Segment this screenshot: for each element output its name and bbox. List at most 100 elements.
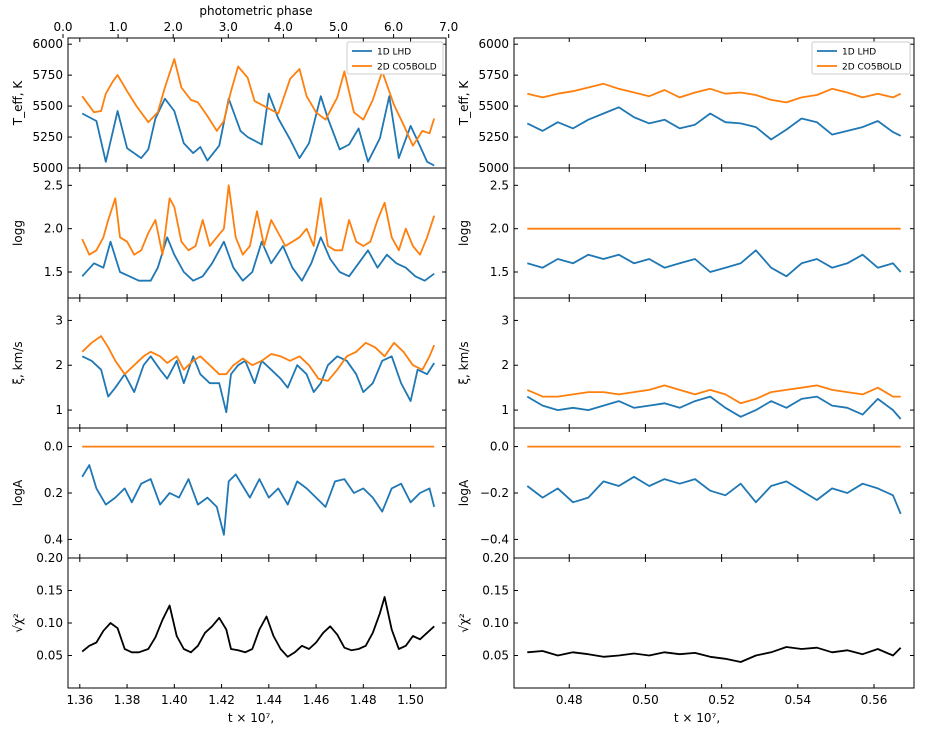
top-axis-label: photometric phase xyxy=(199,4,312,18)
panel-chi-left: 0.05 0.10 0.15 0.20 1.36 1.38 1.40 1.42 1.44 1.46… xyxy=(11,551,447,707)
y-axis-label: logA xyxy=(11,479,25,506)
y-tick-label: 0.05 xyxy=(36,649,63,663)
y-tick-label: 0.4 xyxy=(44,532,63,546)
y-tick-label: 2.5 xyxy=(490,178,509,192)
phase-axis: 0.0 1.0 2.0 3.0 4.0 5.0 6.0 7.0 xyxy=(53,20,458,38)
panel-logA-left: 0.0 0.2 0.4 logA xyxy=(11,427,447,559)
x-tick-label: 1.46 xyxy=(303,693,330,707)
y-tick-label: 5000 xyxy=(32,161,63,175)
y-tick-label: 0.2 xyxy=(44,486,63,500)
series-line-co5bold xyxy=(527,82,902,104)
panel-xi-left: 1 2 3 ξ, km/s xyxy=(11,297,447,429)
y-axis-label: √χ² xyxy=(11,613,25,633)
panel-logg-right: 1.5 2.0 2.5 logg xyxy=(457,167,915,299)
series-line-chi xyxy=(527,646,902,663)
phase-tick-label: 0.0 xyxy=(53,20,72,34)
x-tick-label: 1.42 xyxy=(208,693,235,707)
y-tick-label: 5500 xyxy=(478,99,509,113)
series-line-lhd xyxy=(81,236,435,282)
y-tick-label: 0.15 xyxy=(36,584,63,598)
y-tick-label: −0.4 xyxy=(480,532,509,546)
y-tick-label: 6000 xyxy=(478,37,509,51)
y-tick-label: 1.5 xyxy=(490,265,509,279)
series-line-lhd xyxy=(526,395,902,420)
series-group xyxy=(527,227,902,278)
y-tick-label: 2.5 xyxy=(44,178,63,192)
series-group xyxy=(526,384,902,420)
y-tick-label: 3 xyxy=(501,313,509,327)
series-line-lhd xyxy=(526,106,902,141)
y-tick-label: 1 xyxy=(55,403,63,417)
phase-tick-label: 7.0 xyxy=(439,20,458,34)
axes-frame xyxy=(513,557,915,689)
series-line-lhd xyxy=(527,249,902,278)
phase-tick-label: 1.0 xyxy=(109,20,128,34)
y-tick-label: 2.0 xyxy=(44,222,63,236)
series-group xyxy=(81,335,436,414)
legend-right: 1D LHD 2D CO5BOLD xyxy=(811,41,911,75)
series-group xyxy=(526,82,902,141)
series-line-lhd xyxy=(81,464,436,536)
axes-frame xyxy=(67,167,447,299)
legend-label: 2D CO5BOLD xyxy=(377,63,437,73)
y-axis-label: ξ, km/s xyxy=(457,341,471,384)
series-line-lhd xyxy=(81,355,435,414)
x-tick-label: 0.54 xyxy=(784,693,811,707)
y-tick-label: 0.05 xyxy=(482,649,509,663)
y-tick-label: 5500 xyxy=(32,99,63,113)
y-tick-label: 0.0 xyxy=(490,440,509,454)
y-axis-label: logg xyxy=(11,220,25,246)
y-axis-label: √χ² xyxy=(457,613,471,633)
x-tick-label: 1.40 xyxy=(161,693,188,707)
y-tick-label: 0.0 xyxy=(44,440,63,454)
series-group xyxy=(526,445,902,515)
y-tick-label: 5250 xyxy=(478,130,509,144)
x-tick-label: 0.52 xyxy=(708,693,735,707)
panel-chi-right: 0.05 0.10 0.15 0.20 0.48 0.50 0.52 0.54 0.56 √χ² xyxy=(457,551,915,707)
legend-label: 2D CO5BOLD xyxy=(842,63,902,73)
y-tick-label: 3 xyxy=(55,313,63,327)
panel-logg-left: 1.5 2.0 2.5 logg xyxy=(11,167,447,299)
y-tick-label: 0.15 xyxy=(482,584,509,598)
y-tick-label: 1 xyxy=(501,403,509,417)
x-tick-label: 1.38 xyxy=(114,693,141,707)
y-axis-label: T_eff, K xyxy=(11,80,25,127)
x-axis-label-left: t × 10⁷, xyxy=(228,711,274,725)
series-line-co5bold xyxy=(526,384,901,405)
axes-frame xyxy=(513,167,915,299)
x-tick-label: 1.50 xyxy=(397,693,424,707)
y-tick-label: 5250 xyxy=(32,130,63,144)
y-axis-label: T_eff, K xyxy=(457,80,471,127)
axes-frame xyxy=(67,557,447,689)
y-tick-label: 0.20 xyxy=(482,551,509,565)
legend-label: 1D LHD xyxy=(842,48,876,58)
series-group xyxy=(81,184,436,282)
x-tick-label: 0.50 xyxy=(632,693,659,707)
panel-logA-right: 0.0 −0.2 −0.4 logA xyxy=(457,427,915,559)
series-line-co5bold xyxy=(81,335,436,382)
phase-tick-label: 6.0 xyxy=(384,20,403,34)
series-line-lhd xyxy=(81,92,435,167)
y-tick-label: 5750 xyxy=(32,68,63,82)
x-tick-label: 0.56 xyxy=(861,693,888,707)
legend-label: 1D LHD xyxy=(377,48,411,58)
panel-xi-right: 1 2 3 ξ, km/s xyxy=(457,297,915,429)
panel-Teff-right: 5000 5250 5500 5750 6000 T_eff, K xyxy=(457,37,915,175)
x-tick-label: 1.48 xyxy=(350,693,377,707)
y-axis-label: logA xyxy=(457,479,471,506)
x-tick-label: 1.44 xyxy=(255,693,282,707)
series-line-chi xyxy=(81,596,435,658)
y-tick-label: 0.10 xyxy=(36,616,63,630)
series-group xyxy=(81,58,436,167)
y-tick-label: 2.0 xyxy=(490,222,509,236)
series-line-co5bold xyxy=(81,184,436,256)
y-tick-label: 0.10 xyxy=(482,616,509,630)
series-group xyxy=(81,596,435,658)
phase-tick-label: 3.0 xyxy=(219,20,238,34)
series-group xyxy=(527,646,902,663)
y-tick-label: 5000 xyxy=(478,161,509,175)
x-tick-label: 0.48 xyxy=(556,693,583,707)
phase-tick-label: 2.0 xyxy=(164,20,183,34)
y-tick-label: 6000 xyxy=(32,37,63,51)
x-axis-label-right: t × 10⁷, xyxy=(674,711,720,725)
